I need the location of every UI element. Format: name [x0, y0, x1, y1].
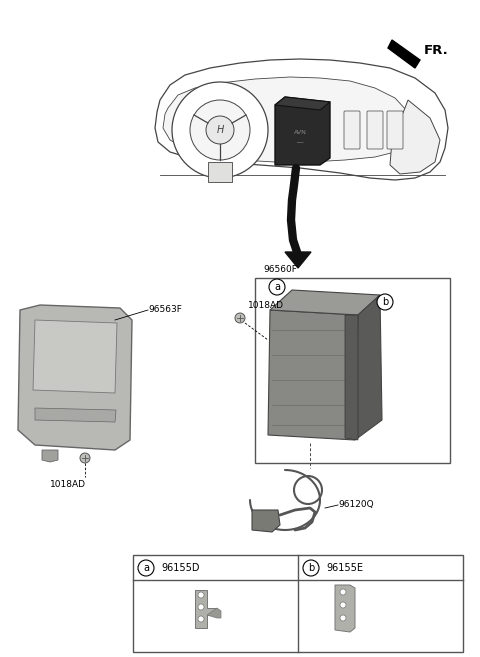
Circle shape	[80, 453, 90, 463]
Polygon shape	[335, 585, 355, 632]
Polygon shape	[195, 590, 217, 628]
Circle shape	[340, 602, 346, 608]
Circle shape	[377, 294, 393, 310]
Polygon shape	[388, 40, 420, 68]
Polygon shape	[390, 100, 440, 174]
FancyBboxPatch shape	[344, 111, 360, 149]
Polygon shape	[35, 408, 116, 422]
Polygon shape	[163, 77, 410, 162]
Circle shape	[172, 82, 268, 178]
FancyBboxPatch shape	[387, 111, 403, 149]
Text: 96155E: 96155E	[326, 563, 363, 573]
Text: a: a	[143, 563, 149, 573]
Circle shape	[198, 616, 204, 622]
Text: FR.: FR.	[424, 43, 449, 57]
Text: 96155D: 96155D	[161, 563, 200, 573]
FancyBboxPatch shape	[367, 111, 383, 149]
Text: H: H	[216, 125, 224, 135]
Circle shape	[235, 313, 245, 323]
Text: ━━━: ━━━	[296, 141, 304, 145]
Polygon shape	[345, 315, 358, 440]
Text: 1018AD: 1018AD	[248, 302, 284, 311]
Polygon shape	[252, 510, 280, 532]
Text: 96560F: 96560F	[263, 265, 297, 274]
Polygon shape	[42, 450, 58, 462]
Circle shape	[198, 592, 204, 598]
Circle shape	[340, 589, 346, 595]
Polygon shape	[275, 97, 330, 110]
Circle shape	[340, 615, 346, 621]
Text: AVN: AVN	[294, 131, 306, 135]
Text: b: b	[308, 563, 314, 573]
Text: 96563F: 96563F	[148, 306, 182, 315]
Polygon shape	[33, 320, 117, 393]
Circle shape	[206, 116, 234, 144]
Circle shape	[269, 279, 285, 295]
FancyBboxPatch shape	[208, 162, 232, 182]
Circle shape	[198, 604, 204, 610]
Text: b: b	[382, 297, 388, 307]
Text: 1018AD: 1018AD	[50, 480, 86, 489]
Circle shape	[190, 100, 250, 160]
Text: a: a	[274, 282, 280, 292]
Polygon shape	[285, 252, 311, 268]
Circle shape	[138, 560, 154, 576]
Polygon shape	[268, 310, 358, 440]
Polygon shape	[270, 290, 380, 315]
Circle shape	[303, 560, 319, 576]
Polygon shape	[355, 295, 382, 440]
Text: 96120Q: 96120Q	[338, 501, 373, 509]
Polygon shape	[275, 97, 330, 165]
Polygon shape	[207, 608, 221, 618]
Polygon shape	[155, 59, 448, 180]
Polygon shape	[18, 305, 132, 450]
FancyBboxPatch shape	[255, 278, 450, 463]
Bar	[133, 555, 463, 652]
